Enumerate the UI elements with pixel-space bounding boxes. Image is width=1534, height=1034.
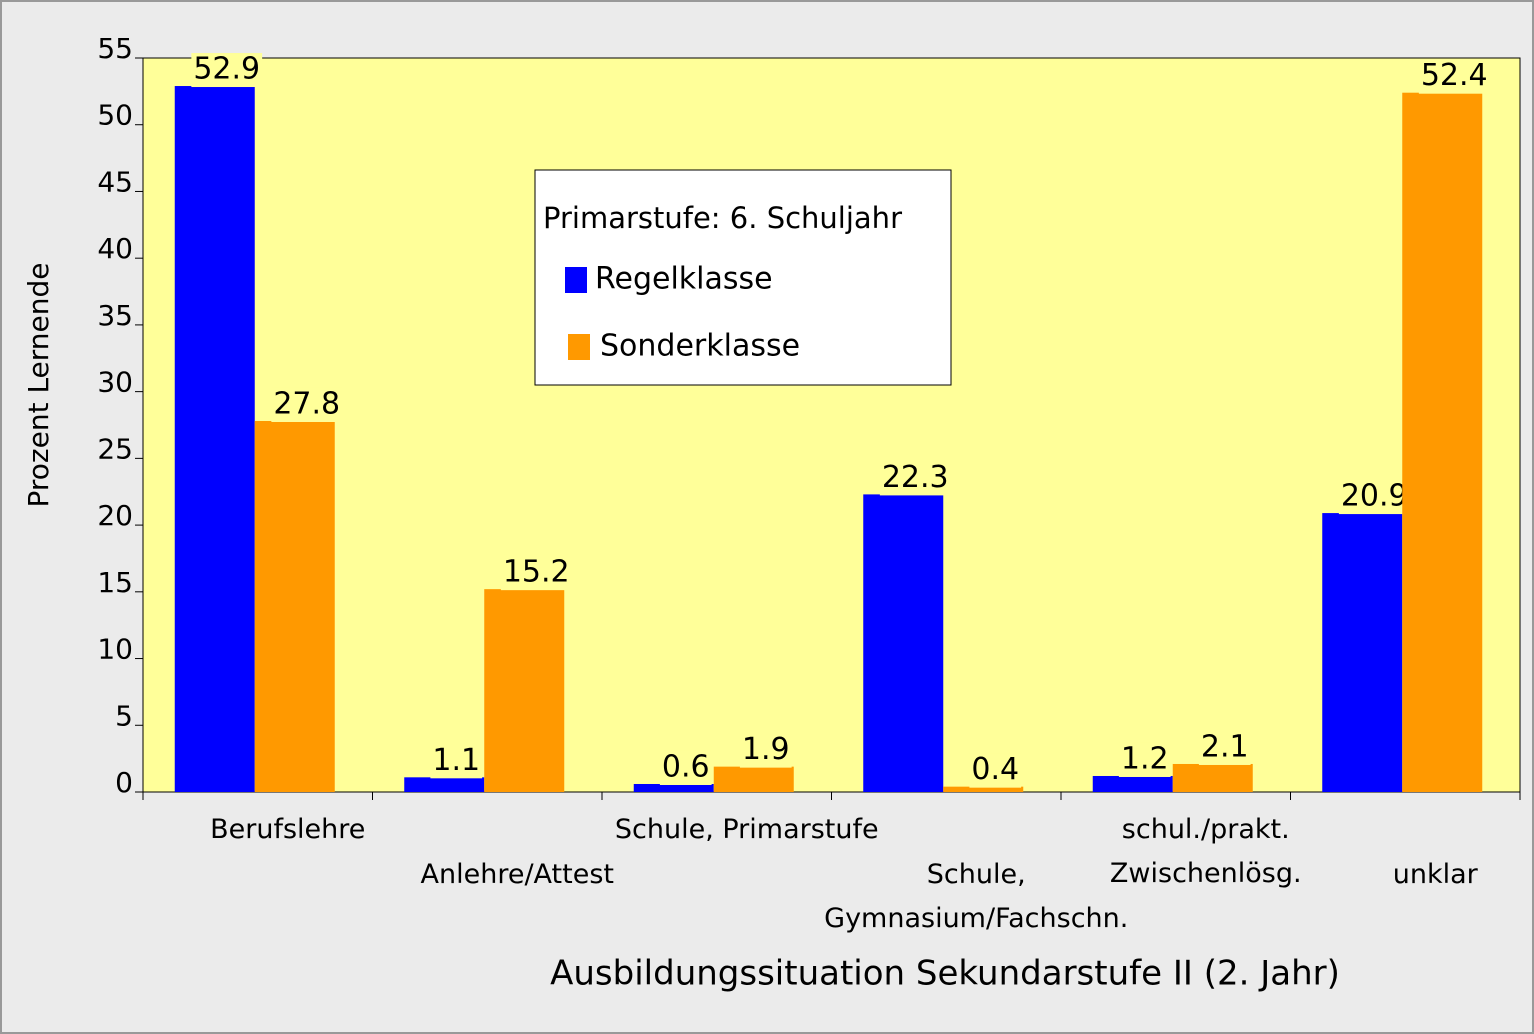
y-tick-label: 15	[97, 566, 133, 599]
value-label-bg	[1418, 59, 1490, 94]
value-label: 20.9	[1341, 479, 1408, 514]
y-tick-label: 10	[97, 633, 133, 666]
bar	[633, 783, 714, 792]
bar	[404, 777, 485, 792]
bar	[174, 86, 255, 792]
legend-swatch	[568, 334, 590, 360]
legend-swatch	[565, 267, 587, 293]
legend-label: Sonderklasse	[600, 329, 800, 364]
y-tick-label: 45	[97, 165, 133, 198]
x-tick-label: unklar	[1392, 859, 1478, 890]
value-label-bg	[500, 556, 572, 591]
x-tick-label: Schule, Gymnasium/Fachschn.	[824, 859, 1129, 934]
value-label: 0.6	[662, 749, 710, 784]
value-label-bg	[739, 733, 792, 768]
y-tick-label: 30	[97, 366, 133, 399]
legend-title: Primarstufe: 6. Schuljahr	[543, 201, 902, 235]
value-label-bg	[430, 744, 483, 779]
value-label-bg	[191, 53, 263, 88]
y-tick-label: 40	[97, 232, 133, 265]
y-tick-label: 0	[115, 766, 133, 799]
bar	[484, 589, 565, 792]
y-axis-label: Prozent Lernende	[22, 262, 55, 507]
plot-area	[142, 57, 1521, 793]
value-label: 1.1	[432, 743, 480, 778]
y-tick-label: 25	[97, 432, 133, 465]
x-tick-label: schul./prakt. Zwischenlösg.	[1109, 814, 1302, 889]
value-label: 52.4	[1421, 58, 1488, 93]
value-label: 15.2	[503, 555, 570, 590]
bar	[1402, 92, 1483, 792]
value-label-bg	[969, 753, 1022, 788]
value-label: 27.8	[273, 386, 340, 421]
value-label: 0.4	[971, 752, 1019, 787]
value-label-bg	[1198, 730, 1251, 765]
bar	[1322, 513, 1403, 792]
value-label: 52.9	[193, 52, 260, 87]
legend-label: Regelklasse	[595, 262, 773, 297]
legend-box	[534, 169, 952, 386]
bar	[713, 766, 794, 792]
y-tick-label: 50	[97, 99, 133, 132]
value-label-bg	[659, 750, 712, 785]
x-axis-label: Ausbildungssituation Sekundarstufe II (2…	[550, 954, 1340, 994]
x-tick-label: Anlehre/Attest	[420, 859, 614, 890]
value-label-bg	[879, 461, 951, 496]
value-label: 1.2	[1121, 741, 1169, 776]
y-tick-label: 55	[97, 32, 133, 65]
value-label-bg	[271, 387, 343, 422]
x-tick-label: Schule, Primarstufe	[614, 814, 879, 845]
value-label: 22.3	[882, 460, 949, 495]
y-tick-label: 5	[115, 699, 133, 732]
value-label: 1.9	[742, 732, 790, 767]
bar	[863, 494, 944, 792]
y-tick-label: 35	[97, 299, 133, 332]
bar	[943, 786, 1024, 792]
bar	[1172, 763, 1253, 792]
bar	[1092, 775, 1173, 792]
value-label-bg	[1118, 742, 1171, 777]
value-label: 2.1	[1201, 729, 1249, 764]
value-label-bg	[1338, 480, 1410, 515]
bar	[254, 420, 335, 792]
x-tick-label: Berufslehre	[210, 814, 366, 845]
y-tick-label: 20	[97, 499, 133, 532]
